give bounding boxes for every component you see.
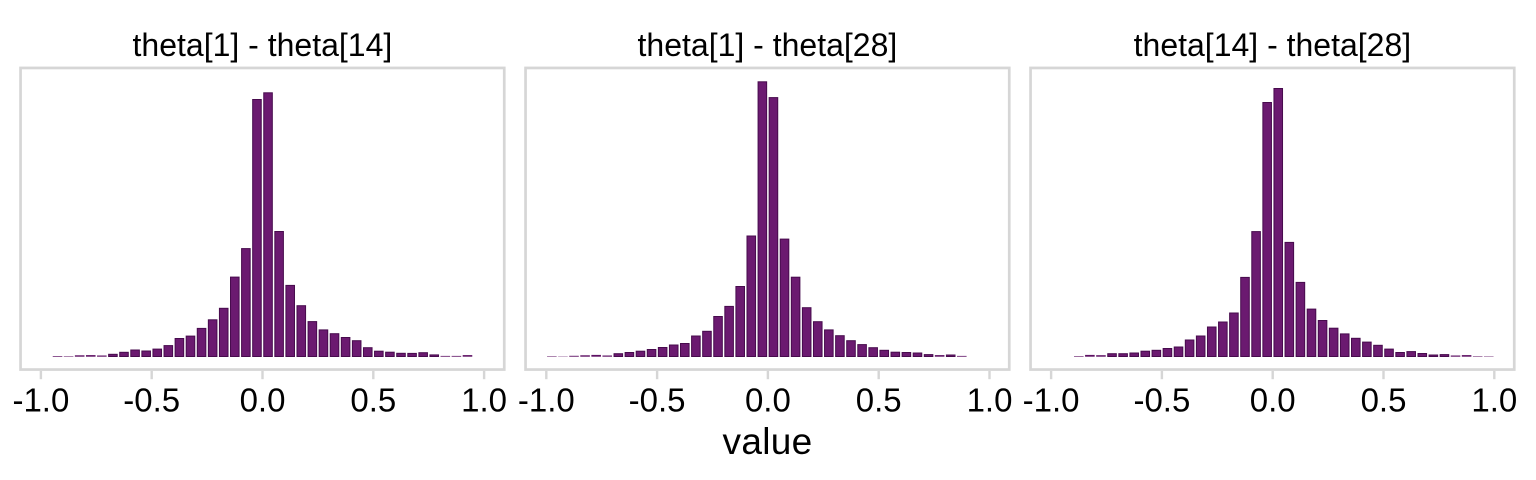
svg-text:1.0: 1.0 — [1471, 381, 1517, 418]
svg-text:1.0: 1.0 — [967, 381, 1013, 418]
svg-text:-1.0: -1.0 — [1023, 381, 1080, 418]
svg-text:theta[14] - theta[28]: theta[14] - theta[28] — [1134, 27, 1412, 63]
svg-text:theta[1] - theta[14]: theta[1] - theta[14] — [133, 27, 393, 63]
svg-text:0.5: 0.5 — [856, 381, 902, 418]
svg-text:-1.0: -1.0 — [518, 381, 575, 418]
svg-text:1.0: 1.0 — [461, 381, 507, 418]
svg-text:theta[1] - theta[28]: theta[1] - theta[28] — [638, 27, 898, 63]
svg-text:0.0: 0.0 — [240, 381, 286, 418]
svg-text:-1.0: -1.0 — [12, 381, 69, 418]
svg-text:value: value — [723, 421, 813, 462]
svg-text:0.5: 0.5 — [1361, 381, 1407, 418]
svg-text:-0.5: -0.5 — [629, 381, 686, 418]
svg-text:-0.5: -0.5 — [1133, 381, 1190, 418]
svg-text:0.5: 0.5 — [350, 381, 396, 418]
svg-text:-0.5: -0.5 — [123, 381, 180, 418]
svg-text:0.0: 0.0 — [745, 381, 791, 418]
svg-text:0.0: 0.0 — [1250, 381, 1296, 418]
